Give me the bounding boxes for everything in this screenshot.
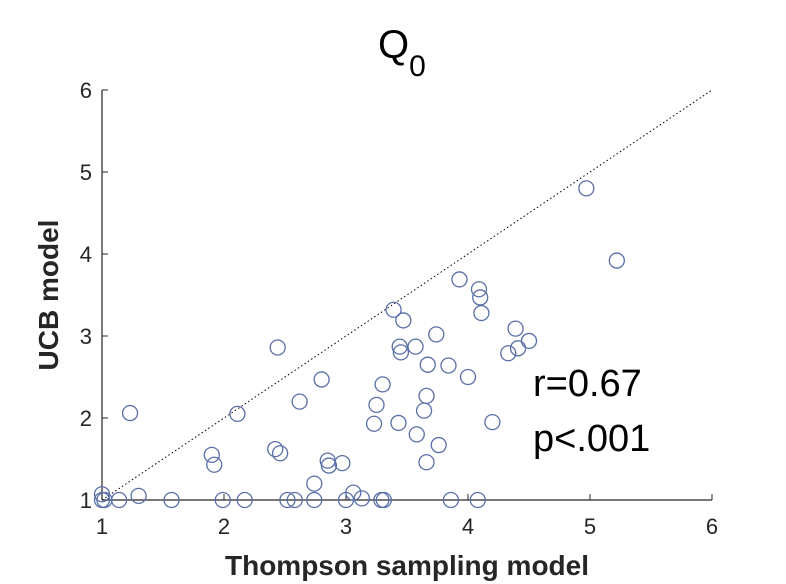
- data-point: [459, 368, 477, 386]
- data-point: [236, 491, 253, 509]
- data-point: [430, 436, 447, 454]
- x-axis-title: Thompson sampling model: [225, 550, 589, 581]
- y-axis-title: UCB model: [33, 220, 64, 371]
- data-point: [385, 301, 402, 318]
- identity-reference-line: [101, 89, 713, 501]
- data-point: [428, 326, 445, 343]
- data-point: [229, 405, 246, 423]
- data-point: [374, 376, 391, 393]
- y-tick-label: 6: [80, 78, 92, 103]
- data-point: [415, 402, 433, 419]
- x-ticks: 1 2 3 4 5 6: [96, 494, 718, 539]
- x-tick-label: 4: [462, 514, 474, 539]
- data-point: [345, 484, 362, 501]
- data-point: [306, 475, 323, 492]
- data-point: [470, 281, 488, 298]
- data-point: [392, 344, 410, 361]
- data-point: [451, 271, 468, 288]
- chart-title-main: Q: [378, 23, 409, 67]
- y-ticks: 1 2 3 4 5 6: [80, 78, 108, 513]
- data-point: [469, 491, 486, 509]
- data-point: [306, 491, 323, 509]
- data-point: [419, 356, 436, 373]
- x-tick-label: 6: [706, 514, 718, 539]
- data-point: [334, 454, 351, 472]
- data-point: [391, 338, 408, 355]
- data-point: [407, 338, 424, 355]
- y-tick-label: 2: [80, 406, 92, 431]
- x-tick-label: 5: [584, 514, 596, 539]
- data-point: [418, 454, 435, 471]
- data-point: [395, 312, 412, 329]
- data-point: [472, 289, 489, 306]
- data-point: [121, 404, 139, 422]
- data-point: [313, 371, 330, 388]
- y-tick-label: 4: [80, 242, 92, 267]
- data-point: [440, 357, 457, 374]
- data-point: [286, 491, 303, 509]
- data-point: [484, 413, 501, 431]
- data-point: [163, 491, 180, 509]
- data-point: [110, 491, 128, 509]
- data-point: [375, 491, 392, 509]
- data-point: [408, 426, 425, 443]
- chart-title: Q0: [378, 23, 426, 83]
- data-point: [442, 491, 460, 509]
- x-tick-label: 1: [96, 514, 108, 539]
- data-point: [353, 490, 371, 507]
- data-point: [520, 332, 538, 350]
- y-tick-label: 3: [80, 324, 92, 349]
- data-point: [203, 446, 220, 464]
- data-point: [291, 393, 308, 410]
- data-point: [509, 340, 527, 357]
- data-point: [368, 396, 385, 414]
- data-point: [418, 387, 435, 405]
- correlation-annotation: r=0.67: [533, 363, 642, 405]
- data-points: [93, 180, 625, 509]
- y-tick-label: 5: [80, 160, 92, 185]
- data-point: [507, 320, 524, 337]
- data-point: [214, 491, 231, 509]
- data-point: [500, 345, 517, 362]
- chart-title-subscript: 0: [409, 50, 426, 83]
- p-value-annotation: p<.001: [533, 418, 650, 460]
- data-point: [578, 180, 595, 197]
- data-point: [279, 491, 296, 509]
- x-tick-label: 3: [340, 514, 352, 539]
- data-point: [390, 414, 407, 432]
- data-point: [365, 415, 383, 432]
- y-tick-label: 1: [80, 488, 92, 513]
- data-point: [320, 457, 338, 474]
- data-point: [608, 252, 625, 269]
- data-point: [271, 445, 289, 462]
- data-point: [473, 304, 490, 322]
- data-point: [267, 441, 284, 458]
- plot-area: 1 2 3 4 5 6 1 2 3 4 5 6: [80, 78, 718, 539]
- data-point: [130, 487, 147, 505]
- data-point: [206, 456, 223, 473]
- x-tick-label: 2: [218, 514, 230, 539]
- data-point: [269, 339, 286, 356]
